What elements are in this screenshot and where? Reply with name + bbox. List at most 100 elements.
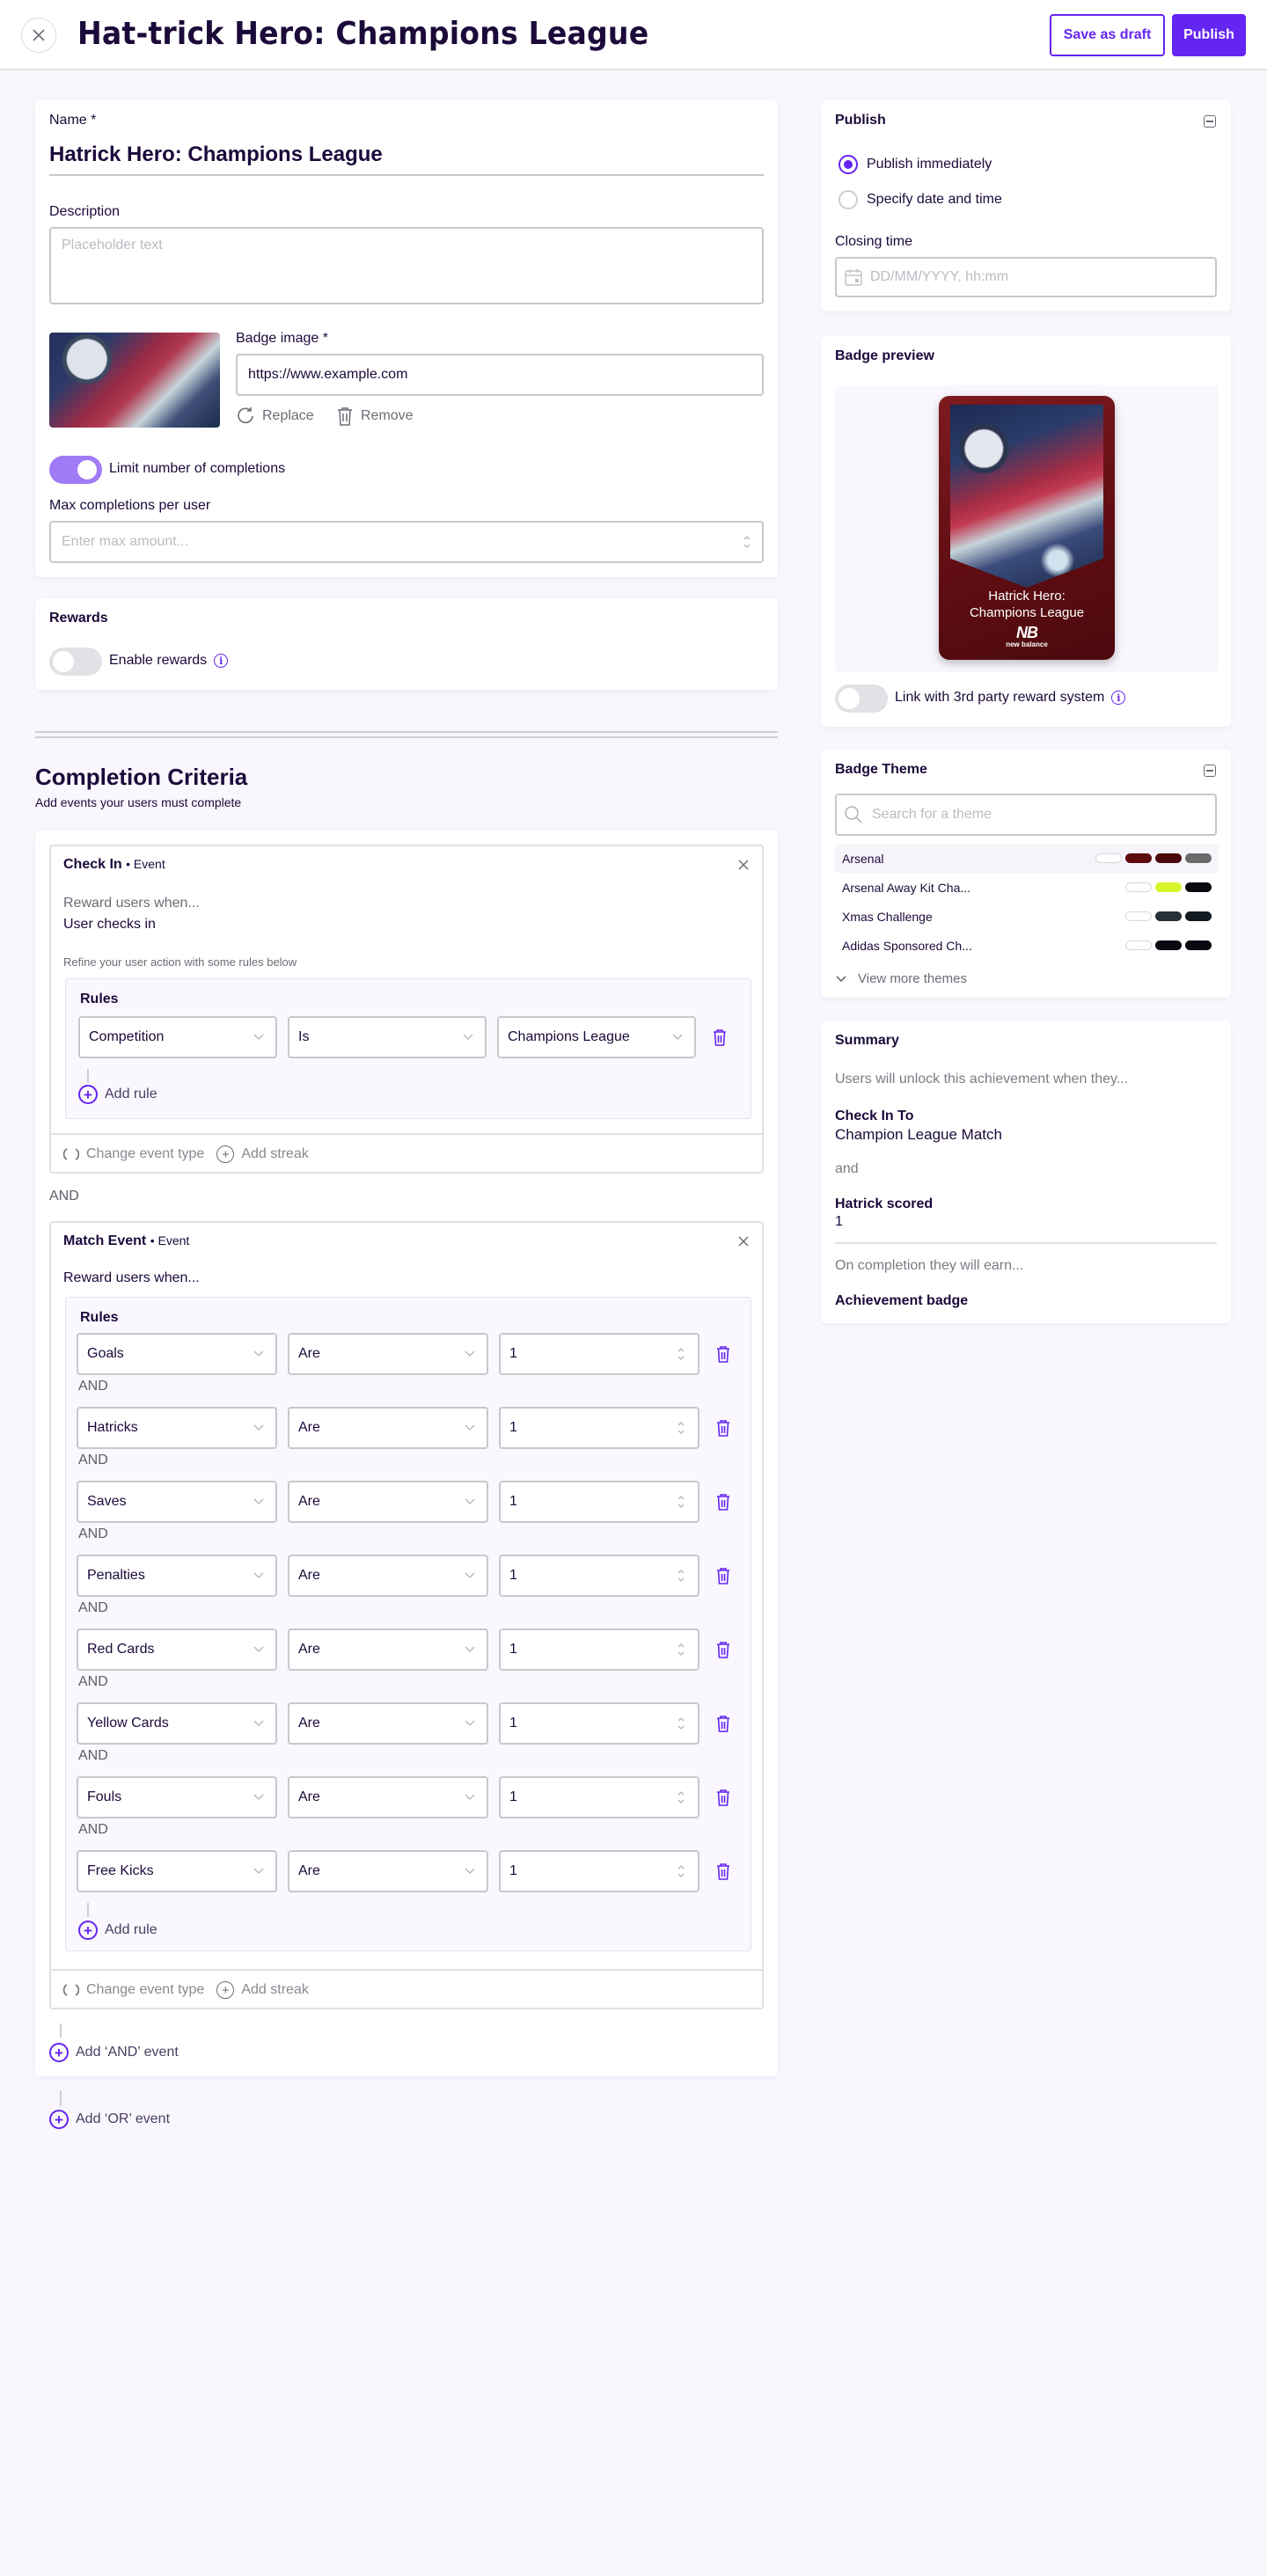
rule-value-select[interactable]: Champions League (497, 1016, 696, 1058)
delete-rule-icon[interactable] (715, 1641, 731, 1658)
max-completions-placeholder: Enter max amount... (62, 534, 189, 549)
rule-operator-select[interactable]: Are (288, 1776, 488, 1819)
info-icon[interactable]: i (1111, 691, 1126, 705)
rule-value-stepper[interactable]: 1 (499, 1776, 699, 1819)
rule-field-select[interactable]: Penalties (77, 1555, 277, 1597)
delete-rule-icon[interactable] (715, 1345, 731, 1363)
delete-rule-icon[interactable] (715, 1493, 731, 1511)
remove-event-icon[interactable] (736, 857, 751, 873)
delete-rule-icon[interactable] (715, 1715, 731, 1732)
add-and-event-button[interactable]: + Add ‘AND’ event (49, 2043, 179, 2062)
remove-button[interactable]: Remove (336, 406, 414, 426)
summary-card: Summary Users will unlock this achieveme… (821, 1021, 1231, 1323)
rule-field-select[interactable]: Goals (77, 1333, 277, 1375)
theme-color-swatch (1125, 853, 1152, 863)
rules-title: Rules (80, 992, 119, 1006)
rule-field-select[interactable]: Hatricks (77, 1407, 277, 1449)
stepper-icon[interactable] (677, 1639, 685, 1660)
rule-value-stepper[interactable]: 1 (499, 1555, 699, 1597)
rule-value-stepper[interactable]: 1 (499, 1702, 699, 1745)
add-rule-button[interactable]: + Add rule (78, 1085, 157, 1104)
rule-operator-select[interactable]: Are (288, 1555, 488, 1597)
summary-outro: On completion they will earn... (835, 1258, 1024, 1273)
publish-immediately-radio[interactable] (839, 155, 858, 174)
publish-button[interactable]: Publish (1172, 14, 1246, 56)
badge-image-url-input[interactable]: https://www.example.com (236, 354, 764, 396)
theme-option[interactable]: Arsenal (835, 845, 1219, 873)
closing-time-input[interactable]: DD/MM/YYYY, hh:mm (835, 257, 1217, 297)
rule-operator-select[interactable]: Are (288, 1628, 488, 1671)
theme-option[interactable]: Xmas Challenge (835, 903, 1219, 931)
info-icon[interactable]: i (214, 654, 229, 668)
add-streak-button[interactable]: + Add streak (216, 1981, 309, 1999)
rule-value-stepper[interactable]: 1 (499, 1407, 699, 1449)
rule-value-stepper[interactable]: 1 (499, 1333, 699, 1375)
enable-rewards-toggle[interactable] (49, 648, 102, 676)
delete-rule-icon[interactable] (715, 1789, 731, 1806)
stepper-icon[interactable] (677, 1491, 685, 1512)
connector-line (87, 1903, 89, 1917)
rule-value-stepper[interactable]: 1 (499, 1481, 699, 1523)
rule-value-stepper[interactable]: 1 (499, 1628, 699, 1671)
stepper-icon[interactable] (677, 1713, 685, 1734)
theme-option[interactable]: Arsenal Away Kit Cha... (835, 874, 1219, 902)
event-type: • Event (150, 1233, 190, 1248)
rule-field-select[interactable]: Red Cards (77, 1628, 277, 1671)
badge-image-label: Badge image * (236, 331, 328, 346)
rule-operator-select[interactable]: Are (288, 1407, 488, 1449)
badge-preview-title: Badge preview (835, 348, 934, 363)
rule-field-select[interactable]: Saves (77, 1481, 277, 1523)
save-as-draft-button[interactable]: Save as draft (1050, 14, 1165, 56)
badge-preview-area: Hatrick Hero: Champions League NB new ba… (835, 385, 1219, 672)
delete-rule-icon[interactable] (715, 1419, 731, 1437)
rule-joiner-and: AND (78, 1748, 108, 1763)
delete-rule-icon[interactable] (712, 1028, 728, 1046)
view-more-themes-button[interactable]: View more themes (835, 971, 967, 986)
section-divider (35, 731, 778, 738)
rule-field-select[interactable]: Competition (78, 1016, 277, 1058)
theme-search-input[interactable]: Search for a theme (835, 794, 1217, 836)
stepper-icon[interactable] (677, 1861, 685, 1882)
stepper-icon[interactable] (677, 1565, 685, 1586)
collapse-icon[interactable] (1204, 115, 1216, 128)
remove-event-icon[interactable] (736, 1233, 751, 1249)
replace-label: Replace (262, 408, 314, 423)
summary-item1-value: Champion League Match (835, 1126, 1002, 1143)
rule-operator-select[interactable]: Are (288, 1333, 488, 1375)
theme-option[interactable]: Adidas Sponsored Ch... (835, 932, 1219, 960)
replace-button[interactable]: Replace (236, 406, 314, 426)
description-textarea[interactable]: Placeholder text (49, 227, 764, 304)
add-or-event-button[interactable]: + Add ‘OR’ event (49, 2110, 170, 2129)
limit-completions-toggle[interactable] (49, 456, 102, 484)
change-event-type-button[interactable]: Change event type (63, 1982, 204, 1998)
stepper-icon[interactable] (677, 1417, 685, 1438)
collapse-icon[interactable] (1204, 765, 1216, 777)
badge-card: Hatrick Hero: Champions League NB new ba… (939, 396, 1115, 660)
specify-date-radio[interactable] (839, 190, 858, 209)
rule-field-select[interactable]: Fouls (77, 1776, 277, 1819)
rule-field-select[interactable]: Free Kicks (77, 1850, 277, 1892)
link-3rd-party-toggle[interactable] (835, 684, 888, 713)
rule-operator-select[interactable]: Is (288, 1016, 487, 1058)
stepper-icon[interactable] (677, 1343, 685, 1365)
rule-operator-select[interactable]: Are (288, 1850, 488, 1892)
publish-card: Publish Publish immediately Specify date… (821, 100, 1231, 311)
change-event-type-button[interactable]: Change event type (63, 1146, 204, 1162)
rule-field-select[interactable]: Yellow Cards (77, 1702, 277, 1745)
rule-operator-select[interactable]: Are (288, 1481, 488, 1523)
add-streak-button[interactable]: + Add streak (216, 1145, 309, 1163)
details-card: Name * Hatrick Hero: Champions League De… (35, 100, 778, 577)
rule-value-stepper[interactable]: 1 (499, 1850, 699, 1892)
theme-color-swatch (1185, 853, 1212, 863)
description-label: Description (49, 204, 121, 219)
rule-operator-select[interactable]: Are (288, 1702, 488, 1745)
stepper-icon[interactable] (743, 533, 751, 551)
add-rule-button[interactable]: + Add rule (78, 1921, 157, 1940)
event-name: Check In (63, 857, 122, 872)
delete-rule-icon[interactable] (715, 1862, 731, 1880)
name-input[interactable]: Hatrick Hero: Champions League (49, 143, 764, 176)
close-button[interactable] (21, 18, 56, 53)
max-completions-input[interactable]: Enter max amount... (49, 521, 764, 563)
stepper-icon[interactable] (677, 1787, 685, 1808)
delete-rule-icon[interactable] (715, 1567, 731, 1584)
